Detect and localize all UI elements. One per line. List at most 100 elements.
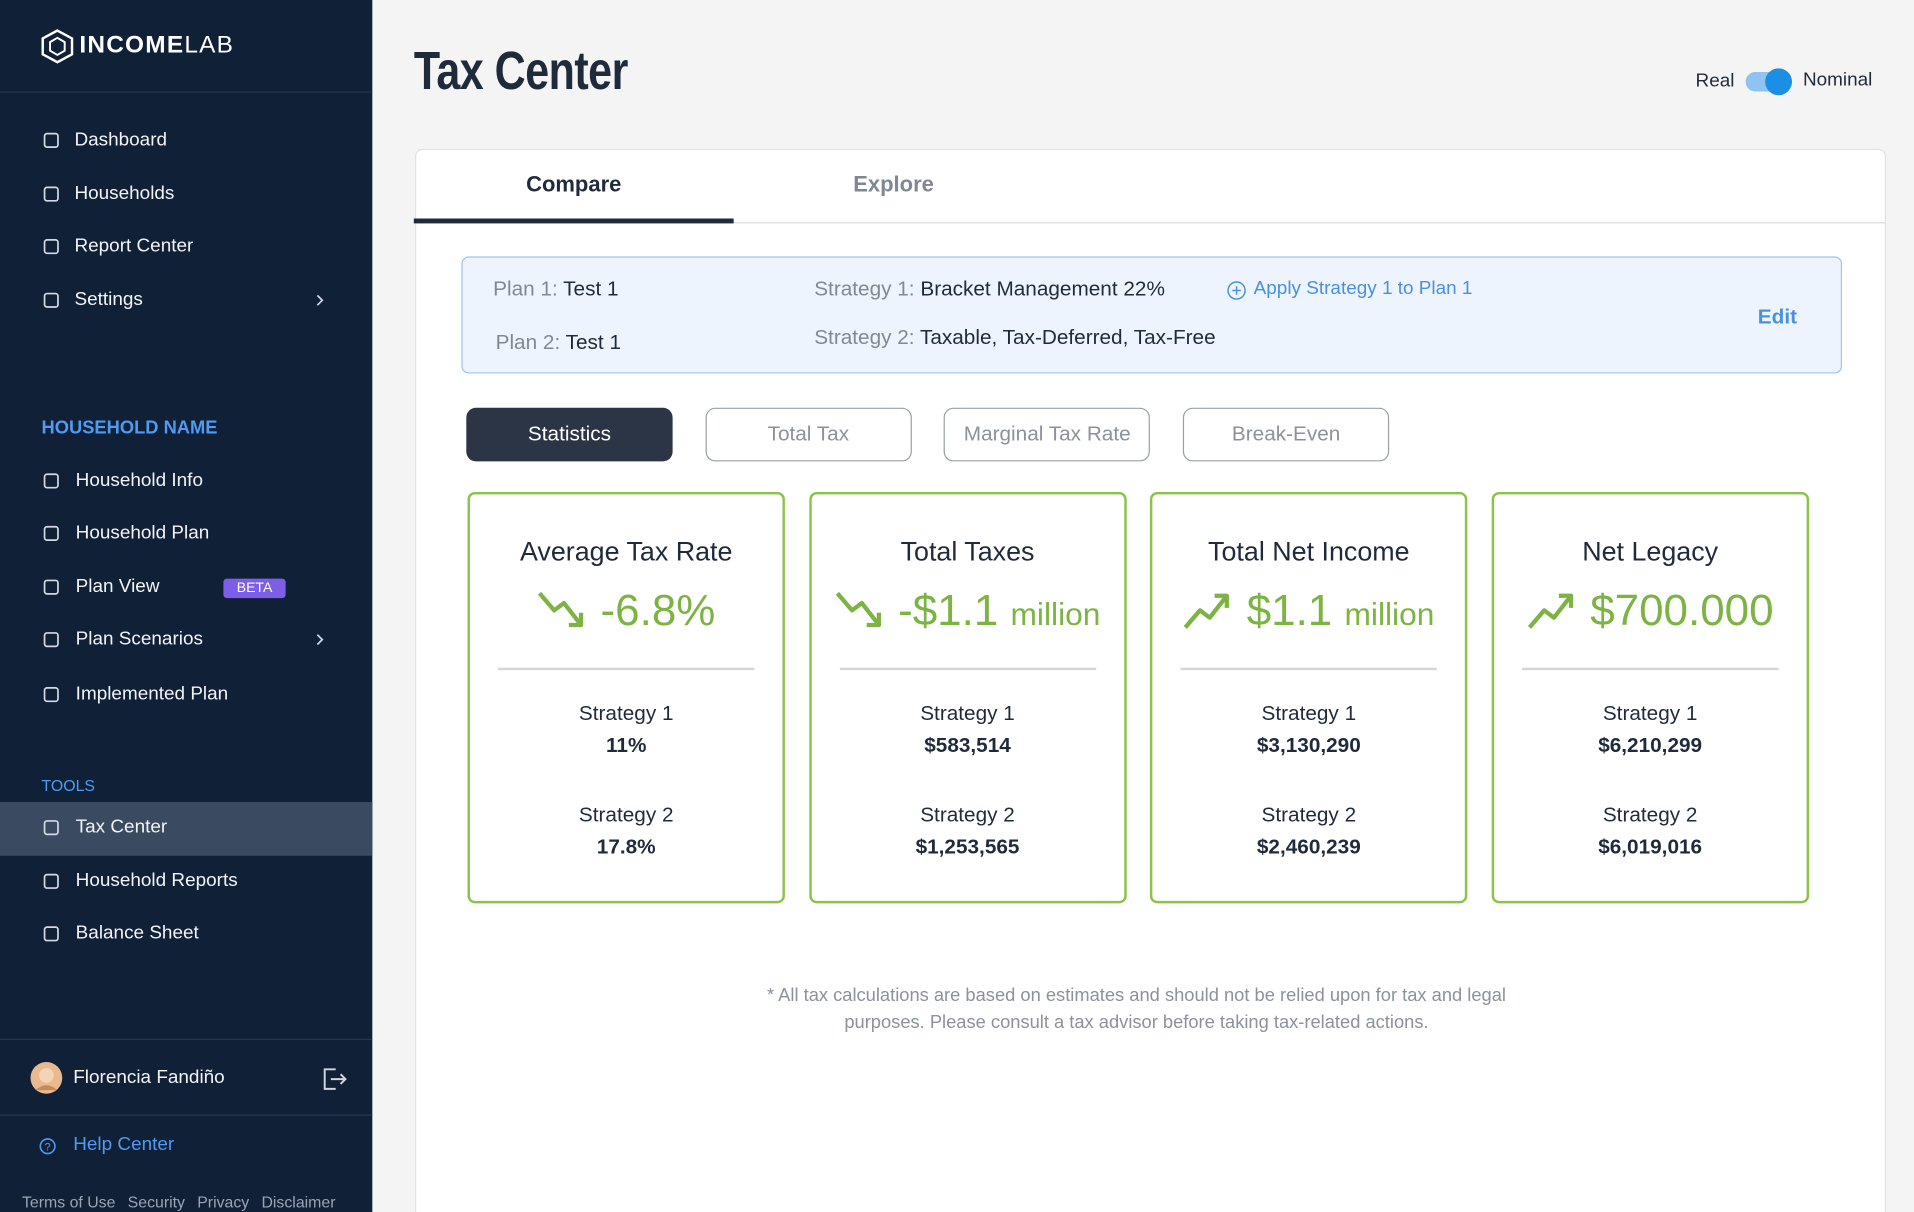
nav-item[interactable]: Settings (74, 289, 143, 311)
card-value: $1.1 million (1153, 585, 1465, 636)
row-label: Strategy 2 (1261, 803, 1357, 827)
sidebar: INCOMELAB HOUSEHOLD NAME TOOLS BETA Flor… (0, 0, 373, 1212)
row-label: Strategy 2 (920, 803, 1015, 827)
filter-button[interactable]: Marginal Tax Rate (944, 407, 1151, 462)
card-title: Net Legacy (1582, 535, 1719, 567)
toggle-label: Real (1695, 70, 1735, 92)
row-value: $6,019,016 (1598, 834, 1703, 859)
active-highlight (0, 801, 373, 856)
card-divider (1180, 667, 1437, 671)
page-title: Tax Center (413, 41, 629, 102)
nav-item[interactable]: Tax Center (75, 816, 168, 838)
chevron (316, 294, 324, 306)
section-heading: TOOLS (41, 776, 96, 795)
nav-icon (43, 820, 59, 836)
nav-item[interactable]: Household Info (75, 469, 203, 491)
nav-item[interactable]: Plan View (75, 576, 160, 597)
nav-icon (43, 579, 59, 595)
footer-link[interactable]: Disclaimer (261, 1192, 336, 1211)
card-value: $700.000 (1494, 585, 1806, 636)
toggle-knob[interactable] (1765, 68, 1792, 96)
card-divider (839, 667, 1096, 671)
divider (0, 1038, 373, 1041)
value: -6.8% (600, 584, 716, 635)
divider (0, 1114, 373, 1116)
strategy-line: Strategy 1: Bracket Management 22% (814, 277, 1165, 301)
row-value: $6,210,299 (1598, 733, 1703, 757)
footer-links: Terms of Use Security Privacy Disclaimer (22, 1193, 348, 1211)
nav-item[interactable]: Household Reports (75, 870, 238, 892)
nav-icon (43, 873, 59, 889)
value: $1.1 (1246, 584, 1333, 635)
trend-down-icon (537, 591, 584, 628)
apply-link[interactable]: Apply Strategy 1 to Plan 1 (1253, 278, 1473, 300)
logout-icon[interactable] (321, 1066, 348, 1093)
row-label: Strategy 2 (1602, 803, 1698, 827)
unit: million (1010, 595, 1101, 632)
row-value: $2,460,239 (1256, 834, 1361, 859)
filter-button[interactable]: Statistics (466, 407, 673, 462)
user-name: Florencia Fandiño (73, 1066, 225, 1088)
avatar[interactable] (29, 1061, 63, 1095)
row-label: Strategy 1 (578, 701, 674, 726)
nav-item[interactable]: Plan Scenarios (75, 628, 203, 650)
nav-item[interactable]: Balance Sheet (75, 922, 199, 944)
nav-icon (43, 239, 59, 255)
unit: million (1344, 595, 1435, 632)
label: Strategy 1: (814, 277, 915, 301)
tab[interactable]: Explore (853, 172, 934, 197)
card-value: -6.8% (470, 585, 782, 636)
tab[interactable]: Compare (526, 172, 622, 197)
filter-button[interactable]: Total Tax (705, 407, 912, 462)
row-value: 11% (606, 733, 647, 757)
row-label: Strategy 1 (920, 701, 1015, 726)
footer-link[interactable]: Privacy (197, 1192, 250, 1211)
nav-item[interactable]: Implemented Plan (75, 683, 229, 705)
help-icon: ? (39, 1138, 56, 1155)
plus-icon[interactable] (1227, 281, 1247, 301)
card-title: Average Tax Rate (519, 535, 733, 567)
trend-down-icon (835, 591, 881, 628)
card-title: Total Taxes (900, 535, 1035, 567)
section-heading: HOUSEHOLD NAME (41, 417, 218, 439)
nav-icon (43, 525, 59, 542)
row-value: 17.8% (596, 834, 656, 859)
value: Test 1 (563, 277, 619, 301)
value: Test 1 (565, 330, 621, 355)
value: $700.000 (1590, 584, 1774, 635)
stat-card: Total Net Income $1.1 million Strategy 1 $3,… (1150, 491, 1468, 904)
edit-link[interactable]: Edit (1757, 305, 1798, 329)
divider (0, 91, 373, 93)
value: -$1.1 (898, 584, 999, 635)
row-value: $3,130,290 (1256, 733, 1361, 757)
nav-item[interactable]: Dashboard (74, 129, 168, 151)
nav-item[interactable]: Households (74, 183, 175, 204)
nav-item[interactable]: Household Plan (75, 522, 210, 544)
trend-up-icon (1527, 593, 1573, 629)
nav-icon (43, 632, 59, 648)
nav-icon (43, 473, 59, 489)
nav-icon (43, 292, 59, 308)
card-title: Total Net Income (1208, 535, 1410, 567)
nav-item[interactable]: Report Center (74, 235, 194, 257)
strategy-line: Strategy 2: Taxable, Tax-Deferred, Tax-F… (814, 326, 1215, 350)
label: Plan 2: (495, 330, 561, 355)
chevron (316, 634, 324, 646)
plan-line: Plan 2: Test 1 (496, 331, 621, 355)
brand-light: LAB (184, 31, 235, 59)
plan-box (461, 256, 1843, 374)
footer-link[interactable]: Security (127, 1192, 185, 1211)
row-value: $1,253,565 (915, 834, 1020, 859)
help-link[interactable]: Help Center (73, 1134, 175, 1155)
card-value: -$1.1 million (811, 585, 1123, 636)
toggle-label: Nominal (1802, 69, 1873, 91)
filter-button[interactable]: Break-Even (1182, 407, 1390, 462)
row-label: Strategy 1 (1602, 701, 1698, 726)
card-divider (1521, 667, 1779, 671)
label: Plan 1: (493, 277, 558, 301)
plan-line: Plan 1: Test 1 (493, 277, 618, 301)
footer-link[interactable]: Terms of Use (21, 1192, 116, 1211)
row-label: Strategy 2 (578, 803, 674, 827)
